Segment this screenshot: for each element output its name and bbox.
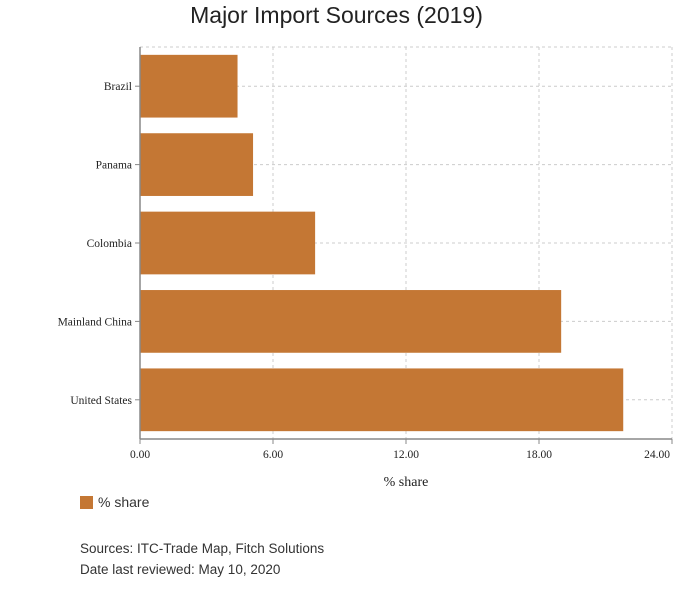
- x-tick-label: 0.00: [130, 449, 150, 461]
- bar-brazil[interactable]: [140, 54, 238, 118]
- legend[interactable]: % share: [80, 494, 149, 510]
- legend-label: % share: [98, 494, 150, 510]
- review-date-note: Date last reviewed: May 10, 2020: [80, 562, 281, 577]
- bar-colombia[interactable]: [140, 211, 316, 275]
- bar-mainland-china[interactable]: [140, 290, 562, 353]
- x-axis-title: % share: [384, 475, 429, 490]
- category-label: Brazil: [104, 81, 132, 93]
- category-label: Panama: [96, 160, 132, 172]
- chart-title: Major Import Sources (2019): [190, 2, 483, 28]
- bars: [140, 54, 624, 432]
- bar-panama[interactable]: [140, 133, 254, 196]
- x-tick-label: 12.00: [393, 449, 419, 461]
- x-tick-label: 24.00: [644, 449, 670, 461]
- category-label: Colombia: [87, 238, 132, 250]
- bar-united-states[interactable]: [140, 368, 624, 432]
- category-label: United States: [70, 395, 132, 407]
- x-tick-label: 6.00: [263, 449, 283, 461]
- sources-note: Sources: ITC-Trade Map, Fitch Solutions: [80, 541, 325, 556]
- axes: 0.00 6.00 12.00 18.00 24.00 Brazil Panama Colom…: [58, 47, 673, 461]
- category-label: Mainland China: [58, 316, 132, 328]
- x-tick-label: 18.00: [526, 449, 552, 461]
- legend-swatch: [80, 495, 93, 509]
- chart-footer: Sources: ITC-Trade Map, Fitch Solutions …: [80, 538, 324, 580]
